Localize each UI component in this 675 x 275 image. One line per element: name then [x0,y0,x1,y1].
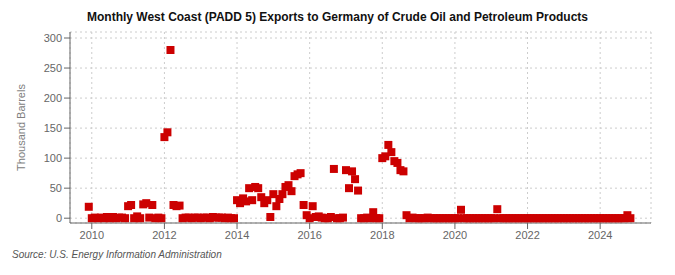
svg-text:Thousand Barrels: Thousand Barrels [15,84,27,171]
svg-text:200: 200 [44,92,62,104]
svg-text:2018: 2018 [370,229,394,241]
svg-text:150: 150 [44,122,62,134]
svg-text:100: 100 [44,152,62,164]
svg-text:250: 250 [44,62,62,74]
svg-text:0: 0 [56,212,62,224]
svg-text:300: 300 [44,32,62,44]
svg-text:2014: 2014 [225,229,249,241]
html-text:Source: U.S. Energy Informatio: Source: U.S. Energy Information Administ… [12,249,222,260]
svg-text:2022: 2022 [515,229,539,241]
html-text:Monthly West Coast (PADD 5) Ex: Monthly West Coast (PADD 5) Exports to G… [87,10,588,24]
svg-text:2012: 2012 [152,229,176,241]
svg-text:2020: 2020 [443,229,467,241]
svg-text:2024: 2024 [588,229,612,241]
svg-text:2016: 2016 [297,229,321,241]
svg-text:2010: 2010 [80,229,104,241]
svg-text:50: 50 [50,182,62,194]
